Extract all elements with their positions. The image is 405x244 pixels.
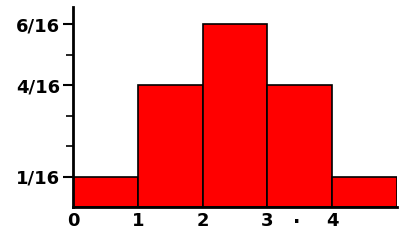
Bar	[73, 177, 138, 207]
Text: ·: ·	[293, 213, 300, 232]
Bar	[138, 85, 202, 207]
Bar	[332, 177, 397, 207]
Bar	[202, 24, 267, 207]
Bar	[267, 85, 332, 207]
